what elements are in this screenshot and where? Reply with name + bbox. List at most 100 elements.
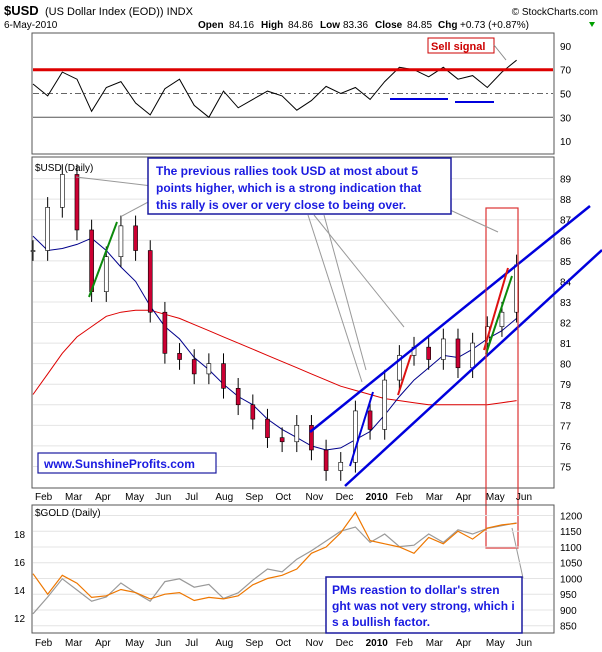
- gold-left-tick-label: 12: [14, 614, 26, 625]
- price-candle-body: [441, 338, 446, 360]
- gold-orange-line: [32, 511, 517, 602]
- gold-annotation-line-2: ght was not very strong, which i: [332, 599, 515, 613]
- x-tick-label: Mar: [65, 638, 83, 649]
- price-tick-label: 81: [560, 339, 572, 350]
- channel-upper-line: [309, 205, 591, 433]
- high-value: 84.86: [288, 20, 313, 31]
- x-tick-label: Apr: [95, 638, 111, 649]
- watermark-text: www.SunshineProfits.com: [43, 457, 195, 471]
- x-tick-label: Jul: [185, 638, 198, 649]
- watermark-box: [37, 452, 217, 474]
- x-tick-label: May: [486, 492, 505, 503]
- x-tick-label: Dec: [336, 638, 354, 649]
- gold-right-tick-label: 900: [560, 606, 577, 617]
- header-source: © StockCharts.com: [512, 7, 598, 18]
- gold-left-tick-label: 14: [14, 586, 26, 597]
- x-tick-label: Oct: [275, 492, 291, 503]
- chg-label: Chg: [438, 20, 457, 31]
- x-tick-label: Jun: [516, 492, 532, 503]
- price-candle-body: [323, 449, 329, 471]
- price-candle-body: [499, 311, 505, 327]
- price-candle-body: [250, 404, 256, 420]
- rsi-tick-label: 30: [560, 113, 572, 124]
- price-tick-label: 87: [560, 216, 572, 227]
- gold-annotation-box: [325, 576, 523, 634]
- x-tick-label: Aug: [215, 492, 233, 503]
- x-tick-label: Apr: [456, 638, 472, 649]
- price-candle-body: [191, 359, 197, 375]
- gold-right-tick-label: 1100: [560, 543, 582, 554]
- gold-annotation-line-1: PMs reastion to dollar's stren: [332, 583, 500, 597]
- price-candle-body: [382, 379, 388, 430]
- low-label: Low: [320, 20, 340, 31]
- header-ohlc: Open 84.16 High 84.86 Low 83.36 Close 84…: [198, 20, 529, 31]
- annotation-line-1: The previous rallies took USD at most ab…: [156, 164, 418, 178]
- rsi-tick-label: 70: [560, 66, 572, 77]
- x-tick-label: May: [125, 492, 144, 503]
- gold-plot: [32, 511, 517, 615]
- price-candle-body: [60, 174, 65, 208]
- price-candle-body: [470, 342, 475, 369]
- close-label: Close: [375, 20, 403, 31]
- price-tick-label: 79: [560, 380, 572, 391]
- x-tick-label: Mar: [426, 492, 444, 503]
- x-tick-label: Feb: [396, 492, 414, 503]
- highlight-box: [485, 207, 519, 549]
- x-tick-label: May: [486, 638, 505, 649]
- mar-rally-line: [88, 221, 118, 298]
- price-candle-body: [279, 437, 285, 443]
- x-tick-label: Dec: [336, 492, 354, 503]
- annotation-text: The previous rallies took USD at most ab…: [156, 164, 425, 212]
- close-value: 84.85: [407, 20, 432, 31]
- price-tick-label: 83: [560, 298, 572, 309]
- x-tick-label: Apr: [456, 492, 472, 503]
- rsi-tick-label: 10: [560, 137, 572, 148]
- x-tick-label: Feb: [396, 638, 414, 649]
- gold-axis-left: 18 16 14 12: [14, 530, 26, 625]
- annotation-box: [147, 157, 452, 215]
- price-candle-body: [367, 410, 373, 430]
- price-tick-label: 82: [560, 319, 572, 330]
- price-candle-body: [45, 207, 50, 251]
- gold-right-tick-label: 1000: [560, 574, 583, 585]
- price-tick-label: 85: [560, 257, 572, 268]
- channel-lower-line: [344, 249, 602, 487]
- gold-annotation-line-3: s a bullish factor.: [332, 615, 430, 629]
- gold-left-tick-label: 18: [14, 530, 26, 541]
- price-axis: 898887868584838281807978777675: [560, 175, 572, 474]
- header-date: 6-May-2010: [4, 20, 58, 31]
- chg-value: +0.73 (+0.87%): [460, 20, 529, 31]
- gold-line: [32, 522, 517, 615]
- price-tick-label: 76: [560, 442, 572, 453]
- x-tick-label: Mar: [426, 638, 444, 649]
- ma-200-line: [32, 309, 517, 406]
- x-tick-label: May: [125, 638, 144, 649]
- price-candle-body: [294, 425, 300, 443]
- price-candle-body: [177, 353, 182, 360]
- price-candle-body: [309, 425, 314, 451]
- x-tick-label: Nov: [306, 638, 324, 649]
- price-tick-label: 78: [560, 401, 572, 412]
- apr-rally-red-line: [483, 267, 509, 351]
- price-tick-label: 80: [560, 360, 572, 371]
- price-candle-body: [426, 346, 431, 360]
- price-candle-body: [455, 338, 461, 369]
- price-candle-body: [221, 363, 226, 389]
- price-candle-body: [133, 225, 138, 251]
- price-candle-body: [162, 311, 168, 354]
- price-candle-body: [103, 256, 109, 292]
- header-symbol: $USD: [4, 3, 39, 18]
- apr-rally-green-line: [485, 275, 513, 355]
- gold-right-tick-label: 850: [560, 622, 577, 633]
- price-candle-body: [397, 355, 402, 381]
- gold-panel-title: $GOLD (Daily): [35, 508, 101, 519]
- rsi-axis: 90 70 50 30 10: [560, 42, 572, 148]
- price-panel: [31, 156, 555, 489]
- price-candle-body: [118, 225, 124, 257]
- gold-right-tick-label: 1150: [560, 527, 582, 538]
- x-tick-label: Feb: [35, 638, 53, 649]
- x-tick-label: Jun: [155, 638, 171, 649]
- x-tick-label: Jun: [155, 492, 171, 503]
- jan-rally-line: [397, 354, 412, 396]
